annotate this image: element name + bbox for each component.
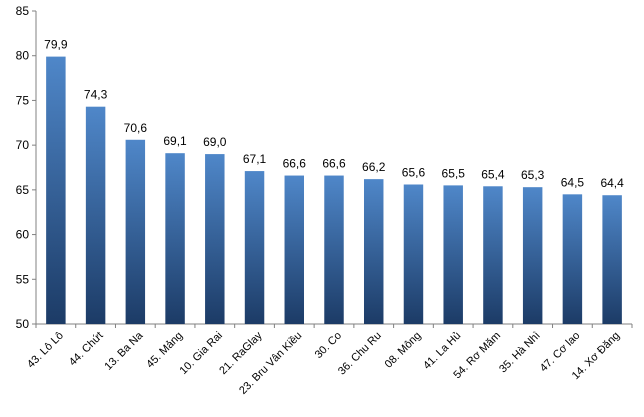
y-tick-label: 50 <box>16 317 30 331</box>
data-label: 66,6 <box>322 157 346 171</box>
bar <box>363 179 384 324</box>
data-label: 74,3 <box>84 88 108 102</box>
y-tick-label: 80 <box>16 49 30 63</box>
data-label: 64,4 <box>600 176 624 190</box>
bar <box>403 184 424 324</box>
data-label: 67,1 <box>243 152 267 166</box>
bar <box>244 171 265 324</box>
category-label: 13. Ba Na <box>102 329 146 373</box>
bar <box>522 187 543 324</box>
category-label: 44. Chứt <box>67 330 106 369</box>
data-label: 65,4 <box>481 167 505 181</box>
x-axis <box>35 323 633 328</box>
bar <box>46 56 66 324</box>
bar <box>85 106 106 324</box>
bar <box>284 175 305 324</box>
data-label: 70,6 <box>124 121 148 135</box>
category-label: 30. Co <box>313 330 344 361</box>
bar <box>562 194 583 324</box>
y-tick-label: 55 <box>16 272 30 286</box>
data-label: 66,6 <box>283 157 307 171</box>
category-label: 08. Mông <box>383 330 424 371</box>
bar <box>125 139 146 324</box>
category-label: 36. Chu Ru <box>336 330 384 378</box>
category-label: 43. Lô Lô <box>25 330 66 371</box>
y-tick-label: 85 <box>16 4 30 18</box>
bars <box>46 56 622 324</box>
data-label: 69,0 <box>203 135 227 149</box>
category-label: 41. La Hủ <box>421 330 463 372</box>
data-label: 66,2 <box>362 160 386 174</box>
data-label: 65,6 <box>402 165 426 179</box>
data-label: 65,5 <box>442 166 466 180</box>
bar <box>602 195 622 324</box>
data-label: 64,5 <box>561 175 585 189</box>
bar <box>165 153 185 324</box>
data-label: 69,1 <box>163 134 187 148</box>
bar <box>205 154 225 324</box>
data-label: 65,3 <box>521 168 545 182</box>
y-tick-label: 70 <box>16 138 30 152</box>
category-label: 45. Mảng <box>144 330 185 371</box>
bar <box>483 186 503 324</box>
bar <box>324 175 344 324</box>
y-tick-label: 65 <box>16 183 30 197</box>
category-label: 35. Hà Nhì <box>497 330 543 376</box>
y-tick-label: 60 <box>16 228 30 242</box>
y-tick-label: 75 <box>16 93 30 107</box>
y-axis: 50 55 60 65 70 75 80 85 <box>16 4 37 331</box>
bar <box>443 185 463 324</box>
data-label: 79,9 <box>44 38 68 52</box>
data-labels: 79,9 74,3 70,6 69,1 69,0 67,1 66,6 66,6 66,2 65,6… <box>44 38 624 191</box>
